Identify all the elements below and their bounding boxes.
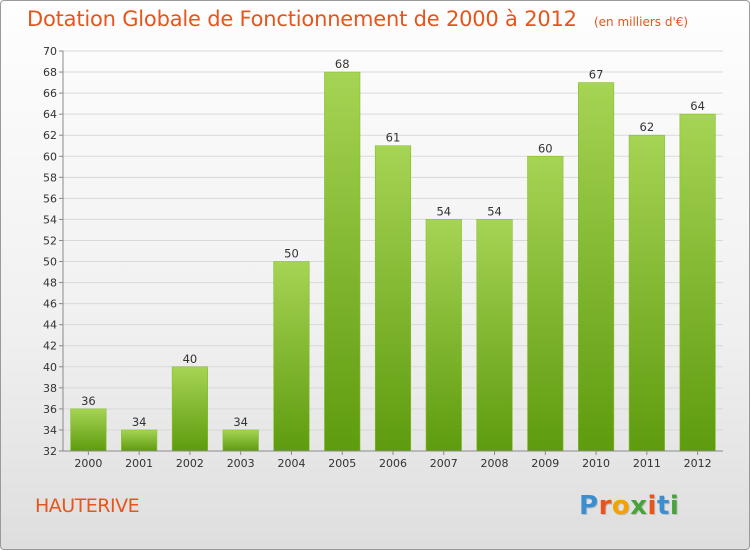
- y-tick-label: 48: [43, 277, 57, 290]
- value-label-2011: 62: [640, 120, 655, 134]
- y-tick-label: 68: [43, 66, 57, 79]
- y-tick-label: 62: [43, 129, 57, 142]
- bar-2002: [171, 366, 208, 452]
- y-tick-label: 50: [43, 256, 57, 269]
- x-tick-label-2000: 2000: [74, 457, 102, 470]
- value-label-2000: 36: [81, 394, 96, 408]
- bar-2005: [324, 71, 361, 452]
- y-tick-label: 60: [43, 150, 57, 163]
- value-label-2004: 50: [284, 247, 299, 261]
- y-tick-label: 70: [43, 45, 57, 58]
- value-label-2005: 68: [335, 57, 350, 71]
- bar-2012: [679, 113, 716, 452]
- logo-letter: r: [598, 491, 612, 521]
- value-label-2012: 64: [690, 99, 705, 113]
- x-tick-label-2002: 2002: [176, 457, 204, 470]
- y-tick-label: 52: [43, 234, 57, 247]
- x-tick-label-2001: 2001: [125, 457, 153, 470]
- value-label-2008: 54: [487, 204, 502, 218]
- bar-2004: [273, 261, 310, 452]
- chart-title: Dotation Globale de Fonctionnement de 20…: [27, 7, 577, 31]
- chart-unit: (en milliers d'€): [593, 15, 689, 29]
- bar-2001: [121, 429, 158, 452]
- x-tick-label-2007: 2007: [430, 457, 458, 470]
- logo-letter: o: [611, 491, 631, 521]
- bar-2000: [70, 408, 107, 452]
- y-tick-label: 40: [43, 361, 57, 374]
- bar-2011: [628, 134, 665, 452]
- value-label-2007: 54: [436, 204, 451, 218]
- value-label-2002: 40: [183, 352, 198, 366]
- logo-letter: i: [647, 491, 657, 521]
- x-tick-label-2006: 2006: [379, 457, 407, 470]
- y-tick-label: 54: [43, 213, 57, 226]
- value-label-2006: 61: [386, 131, 401, 145]
- y-tick-label: 42: [43, 340, 57, 353]
- logo-letter: t: [656, 491, 670, 521]
- x-tick-label-2005: 2005: [328, 457, 356, 470]
- bar-2007: [425, 219, 462, 452]
- y-tick-label: 58: [43, 171, 57, 184]
- x-tick-label-2009: 2009: [531, 457, 559, 470]
- y-tick-label: 36: [43, 403, 57, 416]
- commune-name: HAUTERIVE: [35, 495, 140, 517]
- x-tick-label-2012: 2012: [684, 457, 712, 470]
- title-row: Dotation Globale de Fonctionnement de 20…: [27, 7, 688, 31]
- x-tick-label-2010: 2010: [582, 457, 610, 470]
- x-tick-label-2003: 2003: [227, 457, 255, 470]
- y-tick-label: 46: [43, 298, 57, 311]
- bar-2009: [527, 155, 564, 452]
- y-tick-label: 64: [43, 108, 57, 121]
- x-tick-label-2011: 2011: [633, 457, 661, 470]
- y-tick-label: 66: [43, 87, 57, 100]
- y-tick-label: 32: [43, 445, 57, 458]
- value-label-2010: 67: [589, 68, 604, 82]
- y-tick-label: 44: [43, 319, 57, 332]
- x-tick-label-2004: 2004: [277, 457, 305, 470]
- y-tick-label: 34: [43, 424, 57, 437]
- bar-2006: [374, 145, 412, 452]
- x-tick-label-2008: 2008: [481, 457, 509, 470]
- proxiti-logo: Proxiti: [579, 491, 679, 521]
- bars: 36 34 40 34 50 68 61 54 54 60 67 62 64: [70, 57, 716, 452]
- logo-letter: x: [630, 491, 648, 521]
- bar-2003: [222, 429, 259, 452]
- bar-2010: [578, 82, 615, 452]
- value-label-2009: 60: [538, 141, 553, 155]
- axes: 32 34 36 38 40 42 44 46 48 50 52 54 56 58 60 62 64 66 68 70…: [43, 45, 723, 470]
- y-tick-label: 38: [43, 382, 57, 395]
- logo-letter: i: [669, 491, 680, 521]
- value-label-2003: 34: [233, 415, 248, 429]
- value-label-2001: 34: [132, 415, 147, 429]
- bar-2008: [476, 219, 513, 452]
- y-tick-label: 56: [43, 192, 57, 205]
- logo-letter: P: [579, 491, 599, 521]
